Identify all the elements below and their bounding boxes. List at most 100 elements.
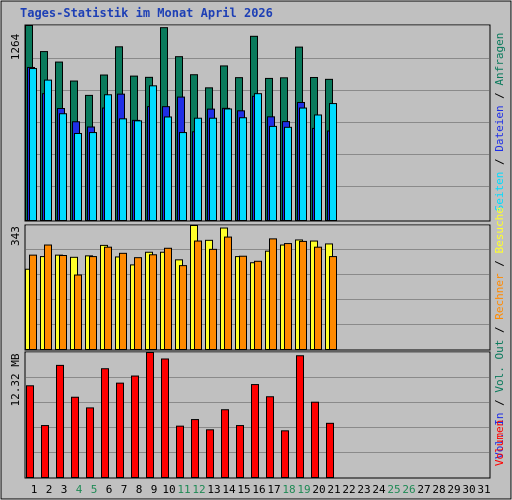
seiten-bar xyxy=(314,114,322,221)
seiten-bar xyxy=(149,85,157,222)
volumen-bar xyxy=(26,385,34,479)
rechner-bar xyxy=(29,254,37,350)
rechner-bar xyxy=(164,247,172,350)
legend-anfragen: Anfragen xyxy=(493,33,506,86)
x-tick-label: 25 xyxy=(387,483,400,496)
top-side-legend: Seiten / Dateien / Anfragen xyxy=(493,33,506,212)
volumen-bar xyxy=(116,382,124,478)
seiten-bar xyxy=(254,93,262,221)
x-tick-label: 7 xyxy=(121,483,128,496)
x-tick-label: 24 xyxy=(372,483,386,496)
rechner-bar xyxy=(119,252,127,350)
seiten-bar xyxy=(104,94,112,221)
volumen-bar xyxy=(131,375,139,479)
seiten-bar xyxy=(194,117,202,221)
rechner-bar xyxy=(194,240,202,351)
rechner-bar xyxy=(299,240,307,350)
volumen-bar xyxy=(296,355,304,479)
x-tick-label: 30 xyxy=(462,483,475,496)
volumen-bar xyxy=(41,425,49,478)
x-tick-label: 29 xyxy=(447,483,460,496)
x-tick-label: 17 xyxy=(267,483,280,496)
seiten-bar xyxy=(224,108,232,221)
x-tick-label: 5 xyxy=(91,483,98,496)
rechner-bar xyxy=(314,246,322,350)
x-tick-label: 13 xyxy=(207,483,220,496)
seiten-bar xyxy=(74,132,82,221)
volumen-bar xyxy=(71,396,79,479)
rechner-bar xyxy=(329,256,337,351)
legend-sep: / xyxy=(493,320,506,340)
rechner-bar xyxy=(224,236,232,350)
seiten-bar xyxy=(29,68,37,221)
volumen-bar xyxy=(86,407,94,479)
legend-volumen: Volumen xyxy=(493,420,506,466)
rechner-bar xyxy=(254,260,262,351)
x-tick-label: 31 xyxy=(477,483,490,496)
rechner-bar xyxy=(149,254,157,351)
legend-sep: / xyxy=(493,254,506,274)
legend-sep: / xyxy=(493,393,506,413)
rechner-bar xyxy=(44,244,52,350)
rechner-bar xyxy=(179,265,187,350)
rechner-bar xyxy=(74,274,82,351)
x-tick-label: 3 xyxy=(61,483,68,496)
chart-title: Tages-Statistik im Monat April 2026 xyxy=(20,6,273,20)
seiten-bar xyxy=(134,120,142,221)
legend-sep: / xyxy=(493,86,506,106)
bars xyxy=(25,25,337,479)
seiten-bar xyxy=(119,118,127,221)
x-tick-label: 2 xyxy=(46,483,53,496)
volumen-bar xyxy=(266,396,274,478)
legend-rechner: Rechner xyxy=(493,273,506,320)
legend-dateien: Dateien xyxy=(493,105,506,151)
x-tick-label: 10 xyxy=(162,483,175,496)
volumen-bar xyxy=(56,364,64,479)
volumen-bar xyxy=(311,401,319,478)
rechner-bar xyxy=(59,255,67,350)
volumen-bar xyxy=(251,384,259,478)
seiten-bar xyxy=(59,113,67,221)
rechner-bar xyxy=(239,255,247,350)
x-tick-label: 28 xyxy=(432,483,445,496)
x-tick-label: 8 xyxy=(136,483,143,496)
x-tick-label: 19 xyxy=(297,483,310,496)
seiten-bar xyxy=(164,116,172,221)
x-tick-label: 22 xyxy=(342,483,355,496)
volumen-bar xyxy=(281,430,289,478)
seiten-bar xyxy=(269,125,277,221)
x-tick-label: 27 xyxy=(417,483,430,496)
volumen-bar xyxy=(101,368,109,478)
middle-side-legend: Vol. In / Vol. Out / Rechner / Besuche xyxy=(493,207,506,459)
x-tick-label: 15 xyxy=(237,483,250,496)
x-tick-label: 12 xyxy=(192,483,205,496)
seiten-bar xyxy=(239,117,247,221)
middle-ymax-label: 343 xyxy=(9,226,22,246)
x-tick-label: 18 xyxy=(282,483,295,496)
seiten-bar xyxy=(284,126,292,221)
volumen-bar xyxy=(191,419,199,478)
seiten-bar xyxy=(44,79,52,222)
seiten-bar xyxy=(299,107,307,221)
seiten-bar xyxy=(329,103,337,221)
rechner-bar xyxy=(134,257,142,350)
x-tick-label: 11 xyxy=(177,483,190,496)
top-ymax-label: 1264 xyxy=(9,33,22,60)
legend-vol-in: Vol. In xyxy=(493,412,506,458)
x-tick-label: 9 xyxy=(151,483,158,496)
x-tick-label: 14 xyxy=(222,483,236,496)
volumen-bar xyxy=(176,425,184,478)
volumen-bar xyxy=(206,429,214,479)
rechner-bar xyxy=(209,248,217,350)
rechner-bar xyxy=(89,256,97,351)
x-tick-label: 6 xyxy=(106,483,113,496)
volumen-bar xyxy=(161,358,169,478)
rechner-bar xyxy=(284,243,292,351)
legend-sep: / xyxy=(493,152,506,172)
x-tick-label: 20 xyxy=(312,483,325,496)
legend-vol-out: Vol. Out xyxy=(493,340,506,393)
x-tick-label: 21 xyxy=(327,483,340,496)
x-tick-label: 1 xyxy=(31,483,38,496)
rechner-bar xyxy=(104,246,112,350)
